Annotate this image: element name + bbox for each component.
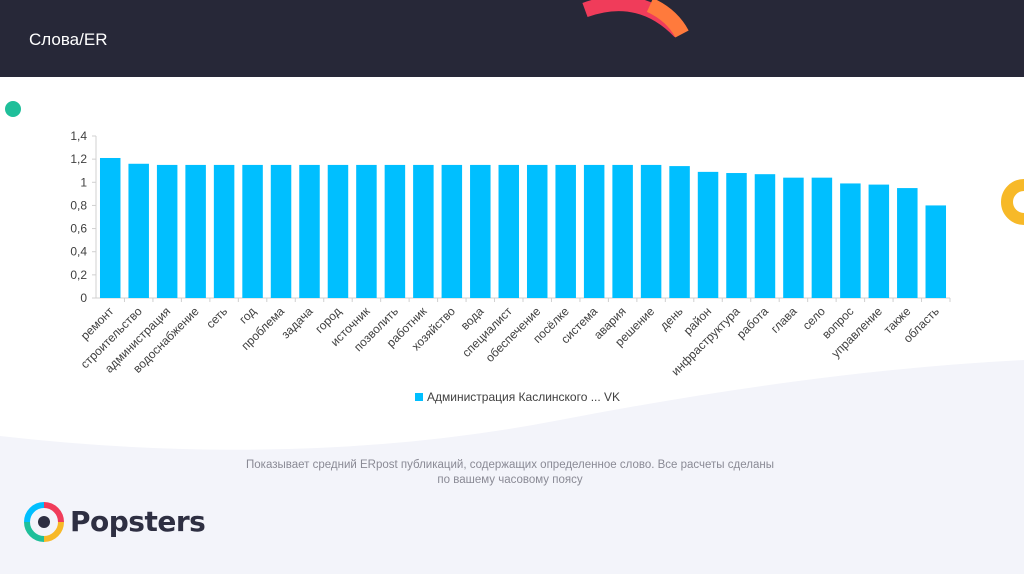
bar	[583, 164, 605, 298]
legend-swatch	[415, 393, 423, 401]
y-tick-label: 0	[80, 291, 87, 305]
header-decoration	[582, 0, 689, 38]
caption-line-1: Показывает средний ERpost публикаций, со…	[246, 459, 774, 471]
y-tick-label: 0,4	[70, 245, 87, 259]
bar	[185, 164, 206, 298]
bar	[526, 164, 548, 298]
bar	[327, 164, 349, 298]
x-tick-label: глава	[768, 304, 800, 336]
bar	[270, 164, 292, 298]
x-tick-label: задача	[278, 304, 315, 341]
bar	[840, 183, 861, 298]
header-bar: Слова/ER	[0, 0, 1024, 77]
y-tick-label: 0,6	[70, 222, 87, 236]
bar	[868, 184, 890, 298]
caption-line-2: по вашему часовому поясу	[437, 474, 583, 486]
caption: Показывает средний ERpost публикаций, со…	[210, 458, 810, 488]
y-tick-label: 0,8	[70, 198, 87, 212]
y-tick-label: 1	[80, 175, 87, 189]
bar	[498, 164, 520, 298]
bar	[242, 164, 263, 298]
bar-chart: 00,20,40,60,811,21,4 ремонтстроительство…	[70, 129, 951, 404]
x-tick-label: год	[236, 304, 258, 326]
bar	[99, 157, 121, 298]
bar	[726, 173, 747, 298]
bar	[612, 164, 633, 298]
y-tick-label: 0,2	[70, 268, 87, 282]
x-tick-label: работа	[734, 304, 771, 341]
brand-name: Popsters	[70, 505, 206, 538]
bar	[213, 164, 235, 298]
bar	[356, 164, 377, 298]
bar	[754, 174, 776, 298]
x-tick-label: сеть	[203, 304, 230, 331]
bar	[384, 164, 406, 298]
bar	[925, 205, 947, 298]
page-title: Слова/ER	[29, 30, 108, 49]
bar	[811, 177, 833, 298]
bar	[441, 164, 463, 298]
y-tick-label: 1,2	[70, 152, 87, 166]
bar	[697, 171, 719, 298]
bar	[669, 166, 690, 298]
bar	[413, 164, 434, 298]
bar	[299, 164, 320, 298]
bar	[783, 177, 804, 298]
bar	[156, 164, 178, 298]
legend-label: Администрация Каслинского ... VK	[427, 390, 620, 404]
bar	[470, 164, 491, 298]
bar	[555, 164, 576, 298]
bar	[640, 164, 662, 298]
bar	[897, 188, 918, 298]
bar	[128, 163, 149, 298]
popsters-logo-icon	[24, 502, 64, 542]
green-dot-decoration	[5, 101, 21, 117]
y-tick-label: 1,4	[70, 129, 87, 143]
yellow-ring-decoration	[1001, 179, 1024, 225]
